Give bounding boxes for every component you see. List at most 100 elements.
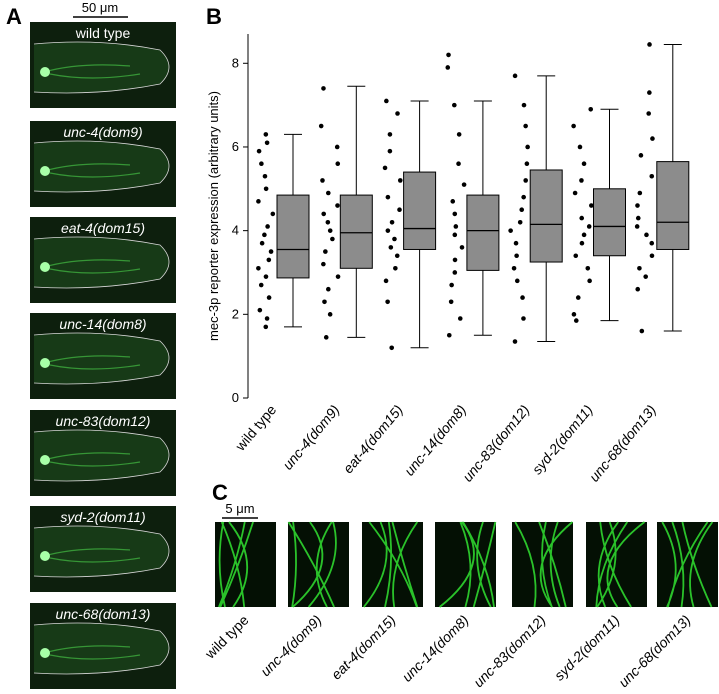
data-point [589,203,594,208]
data-point [508,228,513,233]
data-point [446,52,451,58]
data-point [461,182,467,187]
neurite [43,64,141,79]
data-point [263,324,269,330]
data-point [575,295,581,300]
micrograph [657,522,718,607]
data-point [335,203,340,208]
data-point [383,278,389,284]
neurite [514,521,573,608]
data-point [573,318,579,323]
data-point [581,161,587,167]
y-tick-label: 6 [232,139,239,154]
data-point [512,339,518,344]
data-point [385,299,390,305]
image-label: unc-14(dom8) [59,316,146,332]
data-point [325,190,331,196]
worm-outline [33,429,170,482]
data-point [325,219,331,225]
data-point [335,274,341,279]
data-point [572,190,578,196]
image-label: unc-83(dom12) [56,413,151,429]
cell-body [40,67,50,77]
panel-label: A [6,4,22,29]
data-point [523,123,528,129]
data-point [389,345,395,351]
data-point [387,148,393,154]
data-point [448,299,454,305]
scale-bar-label: 50 μm [82,0,118,15]
box [529,169,563,263]
y-axis-label: mec-3p reporter expression (arbitrary un… [206,91,221,341]
cell-body [40,455,50,465]
data-point [446,332,452,338]
data-point [523,178,528,183]
worm-outline [33,41,170,94]
data-point [393,265,398,271]
y-tick-label: 8 [232,55,239,70]
box [276,194,310,279]
data-point [321,261,326,267]
data-point [647,90,652,95]
data-point [514,253,519,259]
data-point [389,219,395,225]
data-point [384,98,389,104]
data-point [586,224,592,229]
data-point [264,316,270,321]
data-point [452,211,458,217]
data-point [577,144,583,150]
data-point [517,219,523,225]
worm-outline [33,332,170,385]
neurite [363,521,419,608]
worm-outline [33,622,170,675]
cell-body [40,262,50,272]
data-point [327,312,333,317]
data-point [638,153,644,158]
data-point [639,328,645,334]
data-point [394,253,400,259]
data-point [387,132,393,137]
image-label: eat-4(dom15) [328,612,399,683]
data-point [649,173,655,179]
data-point [264,140,270,146]
data-point [262,173,268,179]
x-tick-label: unc-4(dom9) [279,402,342,473]
data-point [452,257,458,263]
data-point [392,236,397,242]
box [466,194,500,271]
data-point [521,194,526,200]
x-tick-label: syd-2(dom11) [529,402,596,478]
data-point [259,161,264,167]
data-point [519,207,525,213]
neurite [43,548,141,563]
data-point [525,144,530,150]
data-point [256,199,261,204]
data-point [520,295,525,300]
image-label: syd-2(dom11) [551,612,623,684]
data-point [644,232,649,238]
y-tick-label: 4 [232,223,239,238]
data-point [457,316,463,321]
image-label: unc-4(dom9) [63,124,142,140]
data-point [263,186,269,192]
data-point [579,178,584,183]
data-point [513,240,519,246]
data-point [385,194,391,200]
data-point [524,161,530,167]
data-point [263,132,269,137]
data-point [268,249,274,254]
x-tick-label: unc-68(dom13) [586,402,659,485]
image-label: wild type [201,612,252,663]
data-point [634,224,640,229]
data-point [571,123,576,129]
data-point [635,203,640,208]
neurite [43,163,141,178]
data-point [320,178,325,183]
image-label: wild type [75,25,131,41]
data-point [637,265,642,271]
data-point [322,299,327,305]
data-point [514,278,520,284]
data-point [259,240,265,246]
data-point [649,240,655,246]
